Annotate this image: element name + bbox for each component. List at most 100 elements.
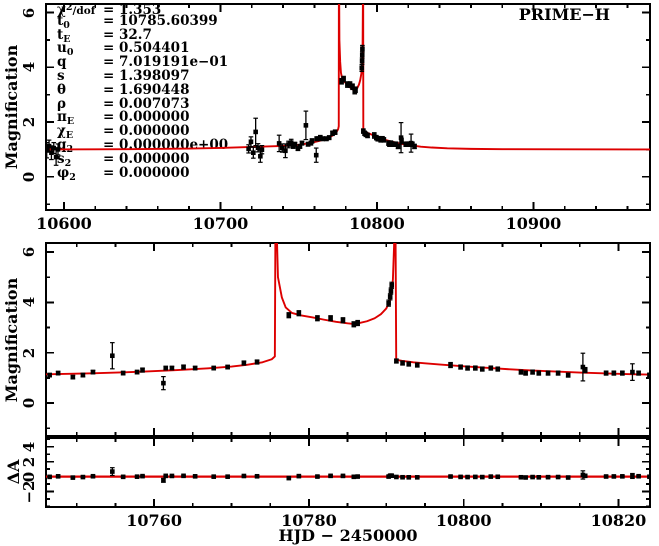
data-point bbox=[530, 369, 535, 375]
data-point bbox=[120, 474, 126, 480]
data-point bbox=[350, 84, 355, 90]
data-point bbox=[488, 365, 494, 371]
data-point bbox=[495, 474, 501, 480]
data-point bbox=[387, 294, 393, 300]
data-point bbox=[647, 372, 650, 378]
data-point bbox=[296, 310, 302, 316]
data-point bbox=[536, 474, 542, 480]
data-point bbox=[545, 370, 551, 376]
x-tick-label: 10700 bbox=[192, 214, 249, 233]
data-point bbox=[161, 380, 166, 386]
data-point bbox=[603, 370, 609, 376]
data-point bbox=[163, 365, 169, 371]
data-point bbox=[211, 365, 217, 371]
observatory-label: PRIME−H bbox=[518, 5, 610, 24]
data-point bbox=[181, 364, 186, 370]
data-point bbox=[315, 136, 321, 142]
data-point bbox=[55, 370, 61, 376]
data-point bbox=[414, 475, 420, 480]
data-point bbox=[611, 370, 617, 376]
data-point bbox=[647, 474, 650, 480]
y-tick-label: 4 bbox=[20, 441, 38, 452]
fit-parameter-line: θ = 1.690448 bbox=[57, 81, 190, 98]
data-point bbox=[297, 144, 303, 149]
data-point bbox=[169, 473, 175, 479]
data-point bbox=[90, 369, 96, 375]
data-point bbox=[389, 473, 395, 478]
data-point bbox=[317, 135, 323, 140]
data-point bbox=[140, 473, 145, 479]
data-point bbox=[80, 474, 86, 480]
data-point bbox=[479, 474, 485, 480]
x-tick-label: 10820 bbox=[590, 511, 647, 530]
data-point bbox=[254, 473, 260, 479]
data-point bbox=[315, 474, 320, 479]
data-point bbox=[406, 475, 412, 480]
data-point bbox=[283, 148, 288, 154]
data-point bbox=[276, 141, 282, 146]
data-point bbox=[580, 472, 586, 478]
x-tick-label: 10760 bbox=[126, 511, 182, 530]
data-point bbox=[253, 129, 258, 135]
y-tick-label: 2 bbox=[20, 347, 38, 358]
data-point bbox=[458, 364, 463, 370]
data-point bbox=[163, 473, 169, 479]
data-point bbox=[225, 474, 230, 479]
data-point bbox=[241, 360, 247, 366]
fit-parameter-line: u0 = 0.504401 bbox=[57, 40, 190, 59]
data-point bbox=[161, 478, 166, 483]
data-point bbox=[259, 147, 265, 152]
fit-parameter-line: φ2 = 0.000000 bbox=[57, 164, 190, 183]
y-tick-label: 6 bbox=[20, 246, 38, 258]
data-point bbox=[51, 145, 57, 151]
data-point bbox=[359, 58, 365, 64]
data-point bbox=[355, 320, 360, 326]
data-point bbox=[394, 358, 399, 364]
data-point bbox=[120, 370, 126, 376]
data-point bbox=[448, 474, 453, 479]
data-point bbox=[169, 365, 175, 371]
data-point bbox=[254, 359, 260, 365]
data-point bbox=[412, 144, 417, 149]
data-point bbox=[488, 474, 494, 479]
data-point bbox=[225, 364, 230, 370]
fit-parameter-line: s2 = 0.000000 bbox=[57, 150, 190, 169]
data-point bbox=[458, 474, 463, 480]
data-point bbox=[473, 365, 478, 371]
data-point bbox=[359, 52, 365, 58]
x-tick-label: 10600 bbox=[36, 214, 92, 233]
data-point bbox=[340, 317, 346, 323]
data-point bbox=[296, 473, 302, 479]
x-tick-label: 10780 bbox=[281, 511, 337, 530]
data-point bbox=[347, 82, 353, 87]
data-point bbox=[359, 65, 365, 71]
data-point bbox=[332, 129, 338, 135]
data-point bbox=[360, 46, 365, 52]
data-point bbox=[630, 473, 635, 479]
data-point bbox=[286, 142, 291, 147]
fit-parameter-line: πE = 0.000000 bbox=[57, 109, 190, 128]
panel-zoom_lightcurve bbox=[45, 242, 651, 437]
data-point bbox=[211, 474, 217, 479]
fit-parameters: χ2/dof = 1.353 t0 = 10785.60399 tE = 32.7 u0 = … bbox=[57, 1, 228, 183]
x-tick-label: 10900 bbox=[505, 214, 562, 233]
data-point bbox=[55, 147, 61, 152]
data-point bbox=[386, 300, 391, 306]
data-point bbox=[414, 362, 420, 368]
data-point bbox=[545, 474, 551, 480]
data-point bbox=[523, 475, 528, 480]
data-point bbox=[523, 370, 528, 376]
data-point bbox=[246, 146, 251, 152]
data-point bbox=[351, 474, 357, 480]
data-point bbox=[49, 150, 54, 156]
data-point bbox=[400, 474, 405, 480]
data-point bbox=[110, 469, 115, 474]
data-point bbox=[47, 372, 52, 378]
y-tick-label: 0 bbox=[20, 397, 38, 409]
data-point bbox=[299, 140, 305, 146]
data-point bbox=[565, 372, 571, 378]
data-point bbox=[303, 123, 309, 128]
x-tick-label: 10800 bbox=[435, 511, 492, 530]
data-point bbox=[47, 474, 52, 480]
data-point bbox=[258, 153, 263, 159]
